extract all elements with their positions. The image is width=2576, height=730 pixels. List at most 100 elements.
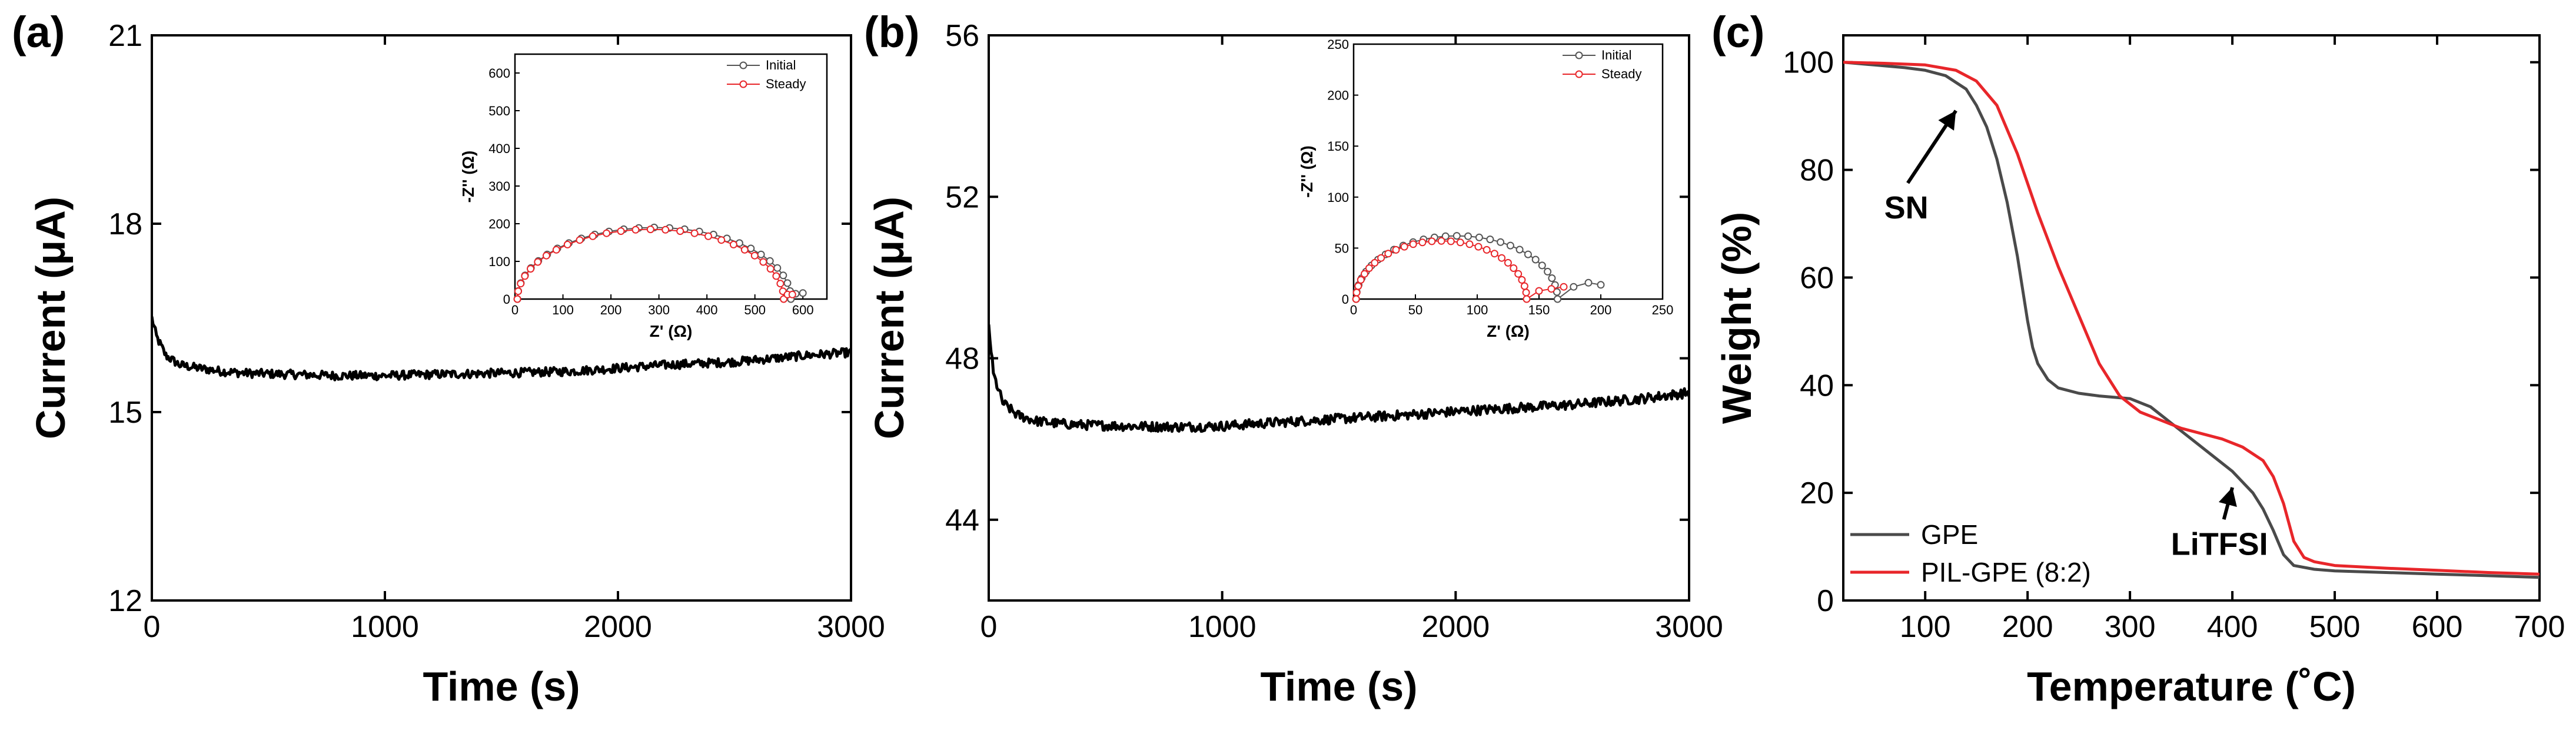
inset-legend-label: Initial [766, 58, 796, 72]
inset-data-point [1584, 278, 1593, 287]
inset-data-point [779, 271, 787, 280]
series-line-gpe [1843, 61, 2540, 579]
y-tick-label: 20 [1800, 476, 1834, 510]
inset-data-point [759, 258, 767, 266]
inset-data-point [776, 280, 785, 288]
inset-y-tick-label: 400 [488, 141, 510, 156]
inset-data-point [766, 265, 775, 273]
inset-data-point [783, 279, 792, 287]
inset-data-point [1357, 276, 1365, 284]
inset-data-point [527, 265, 534, 273]
inset-data-point [1498, 254, 1506, 262]
inset-data-point [1535, 287, 1543, 295]
inset-y-axis-title: -Z'' (Ω) [1298, 145, 1316, 198]
inset-data-point [766, 257, 774, 265]
x-axis-title: Time (s) [1260, 663, 1417, 709]
x-tick-label: 500 [2309, 610, 2361, 644]
inset-data-point [1548, 274, 1556, 282]
annotation-text: SN [1884, 190, 1929, 225]
x-tick-label: 100 [1900, 610, 1951, 644]
inset-legend-marker [739, 80, 747, 88]
inset-data-point [1544, 267, 1552, 276]
x-tick-label: 1000 [1188, 610, 1257, 644]
inset-data-point [729, 240, 737, 248]
inset-data-point [589, 232, 597, 240]
inset-legend-marker [1575, 51, 1583, 59]
inset-data-point [542, 251, 550, 260]
inset-data-point [1452, 232, 1461, 240]
inset-data-point [773, 264, 782, 272]
annotation-text: LiTFSI [2171, 526, 2268, 562]
inset-y-tick-label: 0 [1342, 292, 1349, 307]
inset-data-point [1524, 250, 1532, 258]
inset-data-point [1456, 238, 1464, 247]
inset-x-tick-label: 200 [1590, 303, 1612, 317]
inset-x-axis-title: Z' (Ω) [650, 322, 693, 340]
inset-data-point [1418, 238, 1427, 247]
inset-data-point [1490, 250, 1498, 258]
inset-series-steady [1352, 237, 1568, 303]
inset-data-point [1506, 241, 1514, 250]
x-axis-title: Temperature (˚C) [2027, 663, 2356, 709]
inset-data-point [1475, 233, 1483, 241]
inset-data-point [563, 240, 571, 248]
inset-legend-marker [739, 61, 747, 69]
inset-data-point [1523, 295, 1531, 303]
legend-label: PIL-GPE (8:2) [1921, 557, 2091, 588]
inset-data-point [1354, 282, 1362, 290]
legend-label: GPE [1921, 519, 1978, 550]
inset-data-point [1392, 245, 1400, 254]
inset-y-tick-label: 200 [488, 217, 510, 231]
y-tick-label: 21 [108, 19, 142, 53]
inset-data-point [1400, 243, 1408, 251]
inset-data-point [1437, 237, 1445, 245]
inset-data-point [747, 244, 755, 253]
inset-data-point [676, 227, 684, 235]
inset-data-point [1384, 250, 1392, 258]
x-tick-label: 0 [144, 610, 161, 644]
inset-x-tick-label: 600 [792, 303, 814, 317]
inset-data-point [603, 229, 611, 237]
inset-y-tick-label: 100 [1327, 190, 1349, 205]
inset-data-point [1560, 283, 1568, 291]
inset-x-tick-label: 400 [696, 303, 718, 317]
inset-data-point [646, 225, 654, 234]
inset-data-point [1504, 258, 1512, 267]
inset-data-point [513, 295, 521, 303]
annotation-arrowhead [1938, 111, 1956, 131]
inset-legend-label: Steady [766, 77, 806, 91]
y-axis-title: Current (μA) [866, 197, 912, 439]
x-tick-label: 3000 [817, 610, 885, 644]
x-tick-label: 400 [2207, 610, 2258, 644]
y-tick-label: 12 [108, 584, 142, 618]
inset-x-axis-title: Z' (Ω) [1487, 322, 1530, 340]
inset-data-point [1409, 240, 1417, 248]
series-line-current [152, 316, 851, 381]
inset-data-point [1570, 283, 1578, 291]
inset-data-point [704, 232, 712, 240]
inset-data-point [631, 225, 640, 234]
series-line-pil-gpe-8-2- [1843, 61, 2540, 576]
inset-data-point [1553, 288, 1561, 296]
inset-data-point [1515, 245, 1524, 254]
panel-label: (b) [864, 8, 920, 57]
x-axis-title: Time (s) [423, 663, 580, 709]
inset-data-point [772, 272, 780, 280]
inset-data-point [1352, 295, 1360, 303]
y-tick-label: 52 [945, 180, 979, 214]
inset-data-point [1510, 264, 1518, 272]
inset-y-tick-label: 300 [488, 179, 510, 194]
x-tick-label: 1000 [351, 610, 419, 644]
y-tick-label: 80 [1800, 154, 1834, 188]
x-tick-label: 700 [2514, 610, 2565, 644]
inset-y-tick-label: 250 [1327, 37, 1349, 52]
inset-data-point [662, 225, 670, 234]
inset-data-point [534, 258, 542, 266]
plot-frame [1842, 34, 2541, 602]
inset-data-point [552, 245, 560, 254]
inset-nyquist: 0 50 100 150 200 250 0 50 100 150 200 250 Z' (Ω) -Z''… [1298, 37, 1673, 340]
inset-x-tick-label: 100 [1467, 303, 1488, 317]
